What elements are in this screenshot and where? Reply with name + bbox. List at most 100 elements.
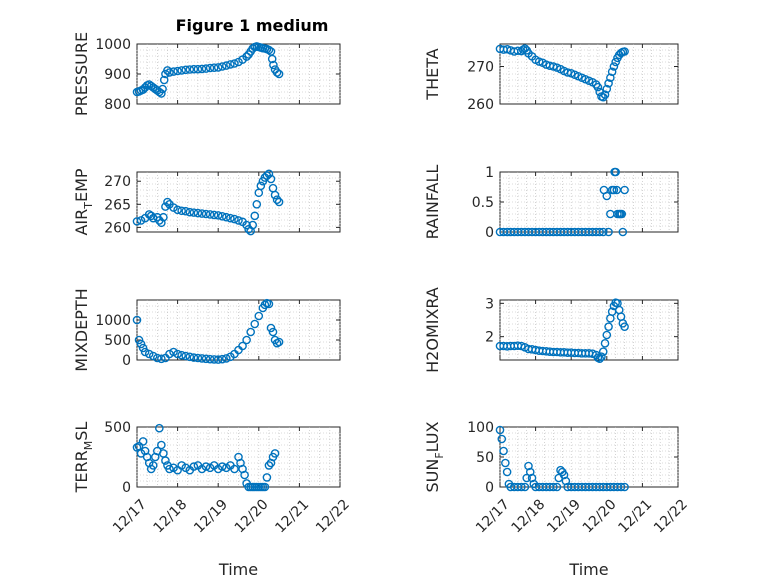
data-point [602,84,612,94]
y-tick-label: 270 [467,60,494,76]
figure-title: Figure 1 medium [176,16,329,35]
data-point [620,185,629,195]
data-point [242,335,251,345]
data-point [270,449,280,458]
data-point [598,347,608,356]
x-tick-label: 12/20 [232,497,272,537]
data-point [169,347,178,357]
data-point [189,353,199,362]
data-point [148,351,158,361]
data-point [159,212,168,222]
data-point [197,209,207,218]
x-tick-label: 12/17 [110,497,150,537]
x-tick-label: 12/19 [544,497,584,537]
data-point [604,227,613,237]
data-point [495,425,505,435]
y-tick-label: 0 [485,480,494,496]
data-point [148,461,158,470]
x-tick-label: 12/21 [615,497,655,537]
data-point [201,462,211,471]
data-point [209,355,219,364]
data-point [256,181,266,191]
x-tick-label: 12/17 [473,497,513,537]
data-point [618,227,628,237]
data-point [561,476,571,486]
data-point [201,209,211,219]
data-point [272,195,282,204]
data-point [144,349,154,359]
data-point [165,349,174,359]
data-point [226,60,235,69]
data-point [597,352,606,361]
data-point [595,354,604,363]
data-point [161,456,170,465]
data-point [616,482,626,492]
data-point [264,169,274,179]
data-point [260,482,270,492]
data-point [248,220,258,230]
data-point [177,350,186,360]
data-point [189,64,199,74]
data-point [264,299,274,309]
y-tick-label: 500 [104,420,131,436]
data-point [607,67,617,77]
data-point [609,185,619,195]
y-tick-label: 260 [104,220,131,236]
series-points [495,425,629,492]
data-point [606,73,615,83]
data-point [181,351,191,361]
data-point [213,211,223,220]
data-point [157,89,166,98]
x-tick-label: 12/22 [651,497,691,537]
data-point [201,354,211,364]
y-tick-label: 270 [104,174,131,190]
data-point [604,79,613,88]
subplot-4: 0 0.5 1 RAINFALL [423,165,679,241]
data-point [549,62,558,71]
data-point [201,64,211,73]
data-point [189,462,199,471]
data-point [185,352,195,362]
y-axis-label: RAINFALL [423,165,442,240]
data-point [611,57,621,67]
subplot-3: 260 265 270 AIRTEMP [72,168,341,236]
data-point [157,440,166,450]
data-point [517,482,526,492]
data-point [602,191,612,201]
data-point [524,461,533,471]
data-point [169,67,178,76]
series-points [132,423,280,492]
y-tick-label: 1000 [95,37,131,53]
x-tick-label: 12/22 [313,497,353,537]
series-points [132,298,284,364]
grid [499,44,679,104]
data-point [501,458,510,468]
data-point [157,354,166,364]
data-point [617,209,627,219]
y-axis-label: THETA [423,48,442,100]
data-point [230,214,239,224]
y-tick-label: 265 [104,197,131,213]
data-point [525,467,535,477]
data-point [600,90,610,99]
data-point [250,319,260,329]
y-tick-label: 0 [122,353,131,369]
data-point [611,167,621,177]
data-point [217,354,227,364]
data-point [240,470,249,480]
subplot-7: 0 500 12/17 12/18 12/19 12/20 12/21 12/22 TERRMS… [72,420,353,579]
data-point [552,482,562,492]
data-point [209,210,219,220]
data-point [226,213,235,223]
data-point [222,61,231,70]
data-point [177,66,186,75]
data-point [502,467,512,477]
data-point [205,63,215,73]
data-point [217,212,227,221]
data-point [267,54,277,64]
data-point [217,462,227,471]
data-point [600,339,610,348]
